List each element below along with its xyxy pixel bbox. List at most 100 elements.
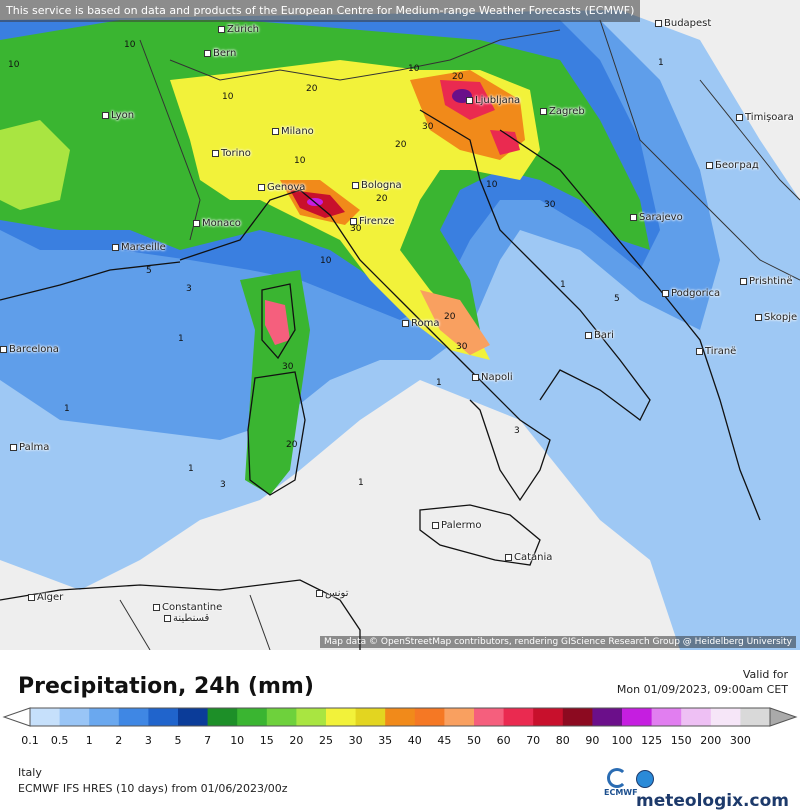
city-label: Barcelona bbox=[0, 344, 59, 355]
meteologix-logo[interactable]: meteologix.com bbox=[636, 770, 800, 811]
city-marker-icon bbox=[352, 181, 359, 189]
colorbar-tick-label: 3 bbox=[144, 734, 152, 747]
precip-area-orange-south bbox=[420, 290, 490, 355]
colorbar-tick-label: 45 bbox=[437, 734, 452, 747]
city-name: Bern bbox=[213, 48, 237, 59]
city-name: Genova bbox=[267, 182, 306, 193]
city-label: Sarajevo bbox=[630, 212, 683, 223]
city-marker-icon bbox=[204, 49, 211, 57]
colorbar-tick-label: 200 bbox=[700, 734, 722, 747]
colorbar-tick-labels: 0.1 0.5 1 2 3 5 7 10 15 20 25 30 35 40 45 50 60 70 80 90 100… bbox=[0, 734, 800, 750]
city-marker-icon bbox=[316, 589, 323, 597]
city-label: Napoli bbox=[472, 372, 513, 383]
city-name: Prishtinë bbox=[749, 276, 793, 287]
colorbar-outline bbox=[29, 707, 771, 727]
isoline-value: 10 bbox=[486, 180, 498, 190]
city-name: Catania bbox=[514, 552, 553, 563]
city-marker-icon bbox=[696, 347, 703, 355]
precip-core-corsica bbox=[265, 300, 290, 345]
map-attribution[interactable]: Map data © OpenStreetMap contributors, r… bbox=[320, 636, 796, 648]
city-label: Constantine bbox=[153, 602, 222, 613]
city-marker-icon bbox=[706, 161, 713, 169]
isoline-value: 30 bbox=[544, 200, 556, 210]
balkan-coastline bbox=[499, 129, 761, 521]
city-name: Palma bbox=[19, 442, 50, 453]
city-marker-icon bbox=[662, 289, 669, 297]
city-label: Palermo bbox=[432, 520, 481, 531]
valid-for-label: Valid for bbox=[742, 668, 788, 681]
city-name: Roma bbox=[411, 318, 440, 329]
colorbar-swatch bbox=[681, 708, 712, 726]
city-marker-icon bbox=[28, 593, 35, 601]
isoline-value: 10 bbox=[124, 40, 136, 50]
isoline-value: 10 bbox=[8, 60, 20, 70]
isoline-value: 5 bbox=[614, 294, 620, 304]
colorbar-tick-label: 35 bbox=[378, 734, 393, 747]
city-marker-icon bbox=[102, 111, 109, 119]
precip-west-green bbox=[0, 120, 70, 210]
colorbar-swatch bbox=[89, 708, 120, 726]
ecmwf-logo-text: ECMWF bbox=[604, 788, 638, 797]
sicily-coastline bbox=[419, 504, 541, 566]
colorbar-tick-label: 90 bbox=[585, 734, 600, 747]
city-marker-icon bbox=[630, 213, 637, 221]
colorbar-swatch bbox=[562, 708, 593, 726]
city-marker-icon bbox=[10, 443, 17, 451]
colorbar-tick-label: 2 bbox=[115, 734, 123, 747]
city-label: Alger bbox=[28, 592, 63, 603]
city-name: Podgorica bbox=[671, 288, 721, 299]
city-marker-icon bbox=[112, 243, 119, 251]
ecmwf-logo-icon bbox=[607, 768, 627, 788]
isoline-value: 1 bbox=[436, 378, 442, 388]
colorbar-swatch bbox=[148, 708, 179, 726]
city-label: Milano bbox=[272, 126, 314, 137]
city-marker-icon bbox=[466, 96, 473, 104]
city-label: Београд bbox=[706, 160, 759, 171]
isoline-value: 30 bbox=[422, 122, 434, 132]
city-label: Prishtinë bbox=[740, 276, 792, 287]
ecmwf-logo[interactable]: ECMWF bbox=[604, 768, 638, 797]
city-name: Bologna bbox=[361, 180, 402, 191]
city-name: Skopje bbox=[764, 312, 798, 323]
map-canvas bbox=[0, 10, 800, 650]
city-name: Timișoara bbox=[745, 112, 794, 123]
isoline-value: 10 bbox=[408, 64, 420, 74]
precip-sardinia-corsica bbox=[240, 270, 310, 495]
colorbar-swatch bbox=[207, 708, 238, 726]
city-label: Roma bbox=[402, 318, 440, 329]
isoline-value: 30 bbox=[282, 362, 294, 372]
colorbar-min-arrow bbox=[2, 707, 31, 727]
isoline-value: 5 bbox=[146, 266, 152, 276]
precipitation-map[interactable]: This service is based on data and produc… bbox=[0, 0, 800, 650]
balkan-border bbox=[599, 19, 800, 281]
city-marker-icon bbox=[164, 614, 171, 622]
colorbar-swatch bbox=[474, 708, 505, 726]
isoline-value: 3 bbox=[186, 284, 192, 294]
colorbar-swatch bbox=[118, 708, 149, 726]
colorbar-tick-label: 7 bbox=[204, 734, 212, 747]
sardinia-coastline bbox=[247, 371, 306, 496]
isoline-value: 3 bbox=[220, 480, 226, 490]
city-marker-icon bbox=[402, 319, 409, 327]
city-label: تونس bbox=[316, 588, 348, 599]
city-label: Monaco bbox=[193, 218, 241, 229]
city-label: Zagreb bbox=[540, 106, 585, 117]
city-label: Tiranë bbox=[696, 346, 736, 357]
italy-coastline-east bbox=[419, 109, 651, 421]
city-label: Ljubljana bbox=[466, 95, 520, 106]
meteologix-brand: meteologix.com bbox=[636, 791, 789, 811]
colorbar-tick-label: 20 bbox=[289, 734, 304, 747]
colorbar-swatch bbox=[592, 708, 623, 726]
colorbar-tick-label: 1 bbox=[85, 734, 93, 747]
isoline-value: 10 bbox=[294, 156, 306, 166]
city-name: Budapest bbox=[664, 18, 712, 29]
city-label: قسنطينة bbox=[164, 613, 209, 624]
africa-coastline bbox=[0, 579, 361, 650]
city-name: Monaco bbox=[202, 218, 241, 229]
colorbar-swatch bbox=[30, 708, 61, 726]
city-marker-icon bbox=[193, 219, 200, 227]
city-marker-icon bbox=[655, 19, 662, 27]
city-label: Zürich bbox=[218, 24, 259, 35]
map-title: Precipitation, 24h (mm) bbox=[18, 674, 314, 699]
colorbar-swatch bbox=[622, 708, 653, 726]
